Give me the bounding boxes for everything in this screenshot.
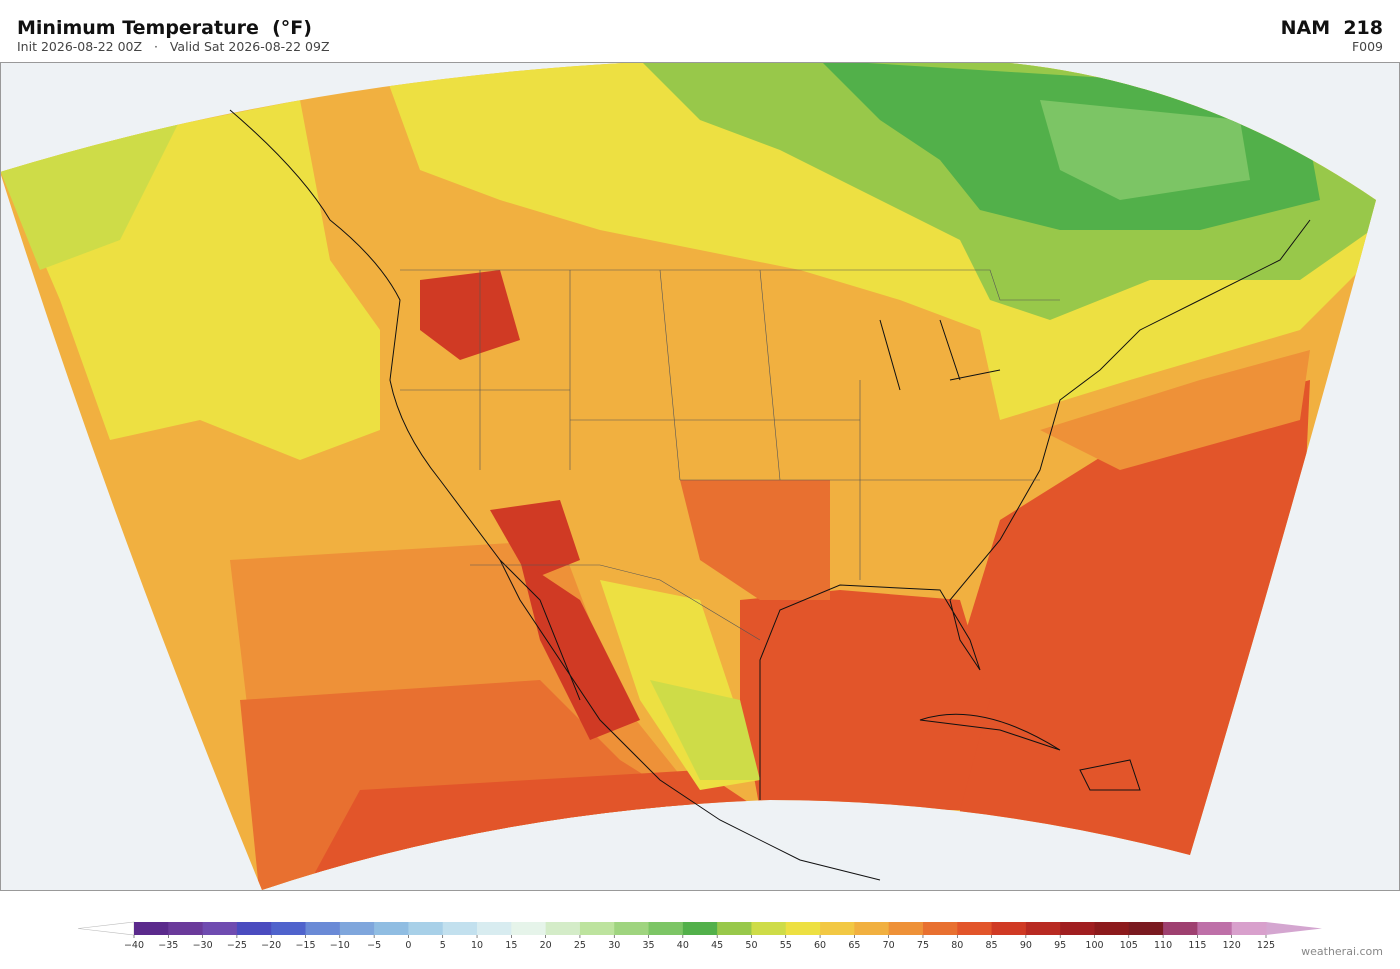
title: Minimum Temperature (°F) <box>17 17 312 39</box>
colorbar-tick-label: 5 <box>440 940 446 951</box>
colorbar-segment <box>717 922 752 935</box>
colorbar-segment <box>785 922 821 935</box>
colorbar-segment <box>477 922 512 935</box>
colorbar-segment <box>305 922 341 935</box>
colorbar-tick-label: 100 <box>1085 940 1103 951</box>
colorbar-tick-label: −15 <box>295 940 315 951</box>
colorbar-tick-label: 80 <box>951 940 963 951</box>
colorbar-segment <box>236 922 272 935</box>
colorbar-tick-label: 30 <box>608 940 620 951</box>
colorbar-over <box>1266 922 1322 935</box>
colorbar-segment <box>648 922 684 935</box>
colorbar-segment <box>820 922 855 935</box>
colorbar-segment <box>271 922 307 935</box>
colorbar-tick-label: 75 <box>917 940 929 951</box>
colorbar-under <box>77 921 135 936</box>
colorbar-tick-label: −25 <box>227 940 247 951</box>
coastlines <box>229 109 1311 881</box>
colorbar-tick-label: 20 <box>540 940 552 951</box>
colorbar-tick-label: 125 <box>1257 940 1275 951</box>
colorbar-segment <box>682 922 718 935</box>
colorbar-segment <box>134 922 169 935</box>
colorbar-tick-label: 85 <box>986 940 998 951</box>
colorbar-segment <box>374 922 409 935</box>
colorbar-segment <box>991 922 1027 935</box>
colorbar-segment <box>614 922 650 935</box>
colorbar-segment <box>202 922 238 935</box>
colorbar-segment <box>1163 922 1198 935</box>
colorbar-segment <box>1060 922 1095 935</box>
colorbar-tick-label: 15 <box>505 940 517 951</box>
colorbar-segment <box>957 922 993 935</box>
forecast-hour: F009 <box>1352 39 1383 54</box>
colorbar-tick-label: 70 <box>883 940 895 951</box>
model: NAM 218 <box>1281 17 1383 39</box>
borders <box>400 269 1060 641</box>
colorbar-segment <box>545 922 581 935</box>
colorbar-tick-label: 90 <box>1020 940 1032 951</box>
colorbar-tick-label: 115 <box>1188 940 1206 951</box>
colorbar-tick-label: 105 <box>1120 940 1138 951</box>
colorbar-tick-label: −30 <box>193 940 213 951</box>
colorbar-tick-label: 40 <box>677 940 689 951</box>
colorbar-tick-label: 35 <box>642 940 654 951</box>
colorbar-tick-label: 25 <box>574 940 586 951</box>
colorbar-tick-label: 110 <box>1154 940 1172 951</box>
colorbar-segment <box>1197 922 1233 935</box>
colorbar-tick-label: −40 <box>124 940 144 951</box>
colorbar-segment <box>511 922 547 935</box>
colorbar-segment <box>408 922 444 935</box>
colorbar-tick-label: 95 <box>1054 940 1066 951</box>
colorbar-segment <box>1025 922 1061 935</box>
colorbar-tick-label: −5 <box>367 940 381 951</box>
colorbar-tick-label: 50 <box>745 940 757 951</box>
colorbar-tick-label: 0 <box>405 940 411 951</box>
colorbar-tick-label: 45 <box>711 940 723 951</box>
colorbar-segment <box>442 922 478 935</box>
colorbar-tick-label: 55 <box>780 940 792 951</box>
colorbar-segment <box>888 922 924 935</box>
colorbar-tick-label: 65 <box>848 940 860 951</box>
colorbar-segment <box>854 922 890 935</box>
credit: weatherai.com <box>1301 945 1383 958</box>
colorbar-segment <box>579 922 615 935</box>
colorbar-tick-label: 120 <box>1223 940 1241 951</box>
map <box>0 62 1400 891</box>
colorbar-segment <box>168 922 204 935</box>
colorbar: −40 −35 −30 −25 −20 −15 −10 −5 0 5 10 15 20 25 30 35 40 4… <box>77 921 1322 951</box>
colorbar-tick-label: 60 <box>814 940 826 951</box>
colorbar-segment <box>751 922 787 935</box>
subtitle: Init 2026-08-22 00Z · Valid Sat 2026-08-… <box>17 39 330 54</box>
colorbar-tick-label: −10 <box>330 940 350 951</box>
colorbar-tick-label: 10 <box>471 940 483 951</box>
colorbar-tick-label: −20 <box>261 940 281 951</box>
colorbar-segment <box>1231 922 1267 935</box>
colorbar-segment <box>922 922 958 935</box>
colorbar-segment <box>339 922 375 935</box>
colorbar-segment <box>1094 922 1130 935</box>
colorbar-tick-label: −35 <box>158 940 178 951</box>
colorbar-segment <box>1128 922 1164 935</box>
